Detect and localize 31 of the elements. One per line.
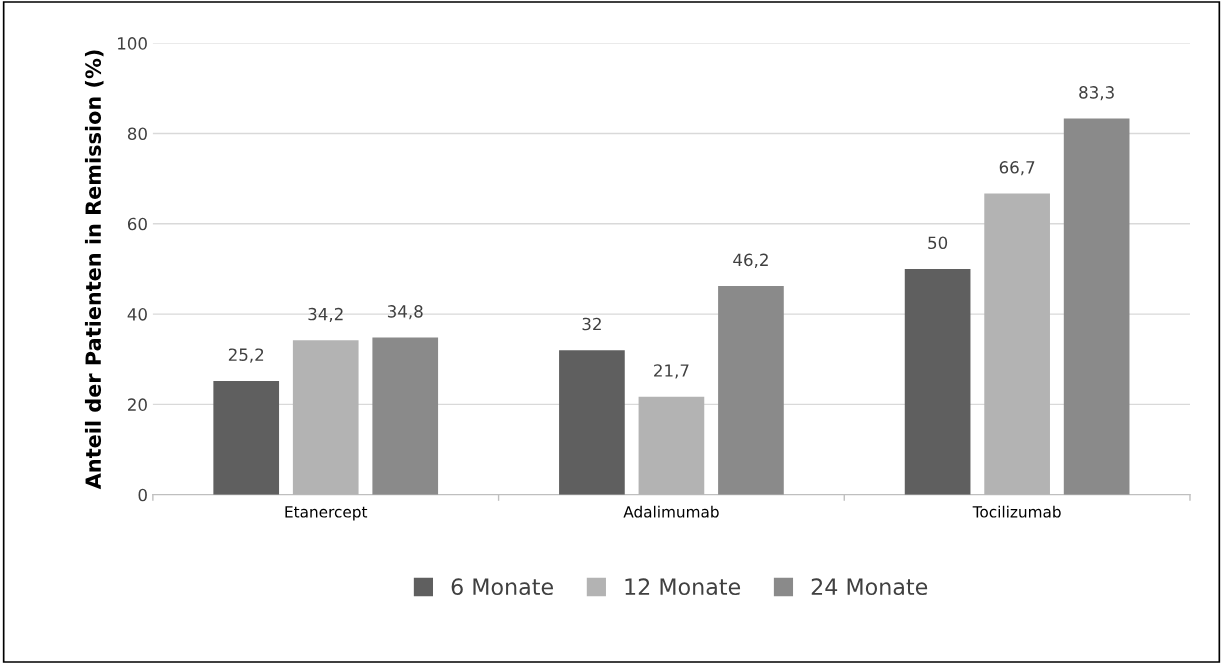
data-label: 34,2 — [308, 307, 343, 323]
bar — [638, 396, 705, 495]
data-label: 50 — [928, 236, 948, 250]
legend-label: 24 Monate — [811, 578, 928, 596]
data-label: 21,7 — [654, 364, 689, 379]
bar — [213, 380, 280, 495]
legend-label: 6 Monate — [451, 578, 553, 596]
bar — [292, 340, 359, 495]
data-label: 83,3 — [1079, 86, 1114, 101]
bar — [904, 268, 971, 495]
x-tick-label: Adalimumab — [623, 505, 719, 518]
y-axis-title: Anteil der Patienten in Remission (%) — [84, 50, 104, 490]
bar — [984, 193, 1050, 495]
x-tick-label: Etanercept — [285, 506, 368, 521]
y-tick-label: 0 — [138, 488, 147, 502]
data-label: 46,2 — [733, 253, 768, 268]
bar — [559, 350, 625, 495]
legend-label: 12 Monate — [625, 578, 741, 596]
bar — [372, 337, 439, 495]
y-tick-label: 60 — [127, 217, 147, 231]
y-tick-label: 80 — [127, 127, 147, 141]
data-label: 25,2 — [228, 348, 264, 363]
bar — [718, 286, 784, 495]
y-tick-label: 20 — [128, 398, 147, 411]
y-tick-label: 40 — [127, 308, 147, 321]
y-tick-label: 100 — [118, 37, 147, 50]
data-label: 32 — [582, 317, 601, 331]
data-label: 34,8 — [387, 305, 423, 320]
x-tick-label: Tocilizumab — [972, 505, 1061, 518]
bar — [1063, 118, 1130, 495]
data-label: 66,7 — [999, 161, 1035, 176]
